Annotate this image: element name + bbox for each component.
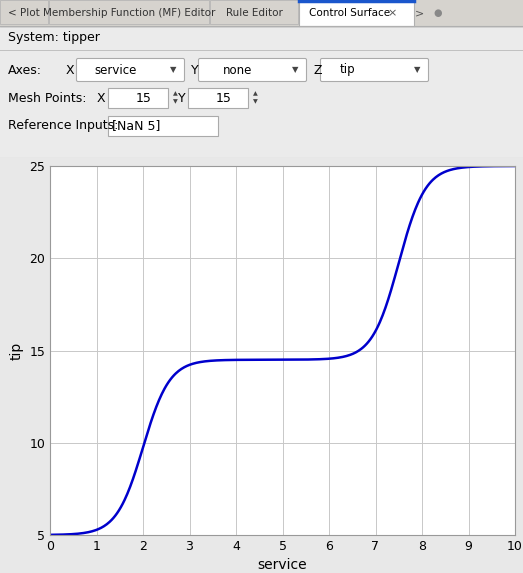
Text: Reference Inputs:: Reference Inputs: [8,120,118,132]
Bar [0,0,48,24]
Text: Mesh Points:: Mesh Points: [8,92,86,104]
Text: Rule Editor: Rule Editor [225,8,282,18]
Text: >: > [415,8,425,18]
Bar [0,0,523,26]
Bar [108,88,168,108]
Text: Z: Z [313,64,322,77]
Text: X: X [97,92,106,104]
Text: ▼: ▼ [292,65,298,74]
Text: ×: × [388,8,397,18]
Text: ▲: ▲ [173,92,177,96]
X-axis label: service: service [258,559,308,572]
Text: ▼: ▼ [414,65,420,74]
Text: ▼: ▼ [173,100,177,104]
FancyBboxPatch shape [76,58,185,81]
Text: 15: 15 [216,92,232,104]
Text: Membership Function (MF) Editor: Membership Function (MF) Editor [43,8,215,18]
Text: System: tipper: System: tipper [8,32,100,45]
Y-axis label: tip: tip [10,342,24,360]
Text: tip: tip [339,64,355,77]
Text: ▼: ▼ [170,65,176,74]
Text: Y: Y [178,92,186,104]
Text: service: service [95,64,137,77]
Text: Axes:: Axes: [8,64,42,77]
Text: ▲: ▲ [253,92,257,96]
Bar [188,88,248,108]
Text: X: X [66,64,75,77]
Text: 15: 15 [136,92,152,104]
FancyBboxPatch shape [199,58,306,81]
Bar [49,0,209,24]
Text: < Plot: < Plot [8,8,40,18]
Text: ●: ● [434,8,442,18]
Text: [NaN 5]: [NaN 5] [112,120,161,132]
FancyBboxPatch shape [321,58,428,81]
Bar [210,0,298,24]
Text: Control Surface: Control Surface [309,8,390,18]
Bar [108,116,218,136]
Bar [299,0,414,26]
Text: Y: Y [191,64,199,77]
Text: ▼: ▼ [253,100,257,104]
Text: none: none [223,64,253,77]
